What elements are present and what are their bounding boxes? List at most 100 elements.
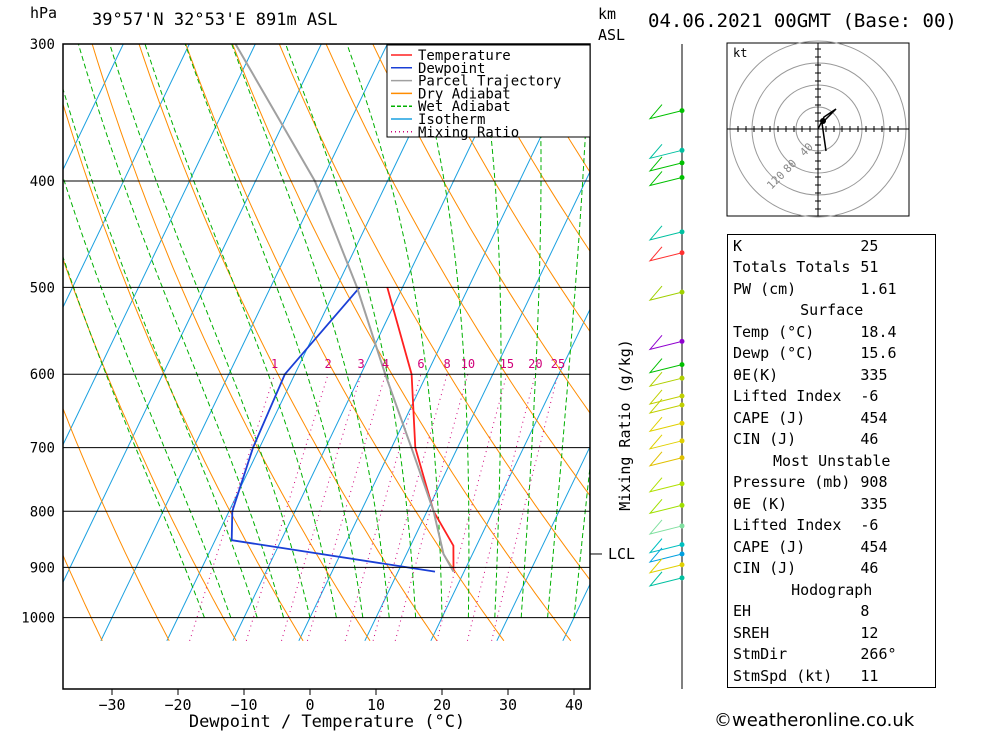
dry-adiabat xyxy=(0,44,35,641)
isotherm-line xyxy=(298,44,586,642)
dry-adiabat xyxy=(232,44,572,642)
index-value: 1.61 xyxy=(860,279,897,298)
index-value: 266° xyxy=(860,645,897,664)
index-value: 335 xyxy=(860,365,888,384)
wet-adiabat xyxy=(547,44,590,618)
legend-label: Dewpoint xyxy=(418,61,485,77)
wind-barb xyxy=(648,477,683,493)
index-row: PW (cm) 1.61 xyxy=(728,278,936,300)
wet-adiabat xyxy=(285,44,417,618)
isotherm-line xyxy=(63,44,322,584)
index-value: 454 xyxy=(860,537,888,556)
dry-adiabat xyxy=(63,257,237,642)
wind-barb xyxy=(648,156,683,172)
isotherm-line xyxy=(63,44,190,309)
dry-adiabat xyxy=(63,554,103,642)
temperature-tick-label: −20 xyxy=(164,696,191,714)
index-row: Dewp (°C) 15.6 xyxy=(728,343,936,365)
dry-adiabat xyxy=(278,44,590,581)
index-row: CAPE (J) 454 xyxy=(728,407,936,429)
index-value: -6 xyxy=(860,516,879,535)
isotherm-line xyxy=(232,44,520,642)
wet-adiabat xyxy=(573,462,590,618)
wind-barb xyxy=(648,358,683,374)
index-label: CAPE (J) xyxy=(733,408,806,427)
mixing-ratio-line xyxy=(245,374,329,641)
mixing-ratio-label: 15 xyxy=(500,357,514,371)
wind-barb xyxy=(648,371,683,388)
index-label: θE(K) xyxy=(733,365,779,384)
index-row: StmDir 266° xyxy=(728,644,936,666)
asl-label: ASL xyxy=(598,26,626,44)
index-row: Temp (°C) 18.4 xyxy=(728,321,936,343)
index-row: StmSpd (kt) 11 xyxy=(728,665,936,687)
index-value: 11 xyxy=(860,666,879,685)
index-row: SREH 12 xyxy=(728,622,936,644)
section-title: Most Unstable xyxy=(773,451,891,470)
legend-label: Parcel Trajectory xyxy=(418,74,561,90)
legend-box xyxy=(386,44,591,138)
hpa-label: hPa xyxy=(30,4,58,22)
isotherm-line xyxy=(63,44,124,171)
wet-adiabat xyxy=(109,44,311,618)
isotherm-line xyxy=(430,308,590,642)
index-row: K 25 xyxy=(728,235,936,257)
index-value: -6 xyxy=(860,387,879,406)
mixing-ratio-label: 2 xyxy=(324,357,331,371)
temperature-tick-label: −30 xyxy=(98,696,125,714)
wind-barb xyxy=(648,225,683,241)
index-row: Lifted Index -6 xyxy=(728,386,936,408)
index-label: StmSpd (kt) xyxy=(733,666,833,685)
index-label: CAPE (J) xyxy=(733,537,806,556)
index-row: Pressure (mb) 908 xyxy=(728,472,936,494)
dry-adiabat xyxy=(465,44,590,253)
temperature-tick-label: 10 xyxy=(367,696,385,714)
mixing-ratio-label: 10 xyxy=(461,357,475,371)
wet-adiabat xyxy=(231,44,390,618)
wet-adiabat xyxy=(184,44,364,618)
mixing-ratio-label: 3 xyxy=(358,357,365,371)
index-value: 335 xyxy=(860,494,888,513)
mixing-ratio-label: 20 xyxy=(528,357,542,371)
index-label: EH xyxy=(733,602,752,621)
isotherm-line xyxy=(496,445,590,642)
index-label: SREH xyxy=(733,623,770,642)
pressure-tick-label: 500 xyxy=(30,280,55,296)
index-row: CIN (J) 46 xyxy=(728,429,936,451)
plot-area xyxy=(0,44,590,642)
index-label: CIN (J) xyxy=(733,559,797,578)
wet-adiabat xyxy=(346,44,443,618)
wet-adiabat xyxy=(63,87,258,618)
pressure-tick-label: 800 xyxy=(30,504,55,520)
wind-barb xyxy=(648,571,683,587)
index-label: StmDir xyxy=(733,645,788,664)
section-row: Surface xyxy=(728,300,936,322)
wind-barb xyxy=(648,451,683,467)
wet-adiabat xyxy=(520,44,542,618)
index-row: EH 8 xyxy=(728,601,936,623)
index-value: 46 xyxy=(860,430,879,449)
legend-label: Mixing Ratio xyxy=(418,125,519,141)
mixing-ratio-label: 6 xyxy=(417,357,424,371)
mixing-ratio-label: 4 xyxy=(382,357,389,371)
index-row: θE(K) 335 xyxy=(728,364,936,386)
wind-barb xyxy=(648,519,683,535)
wind-barb xyxy=(648,547,683,563)
index-value: 8 xyxy=(860,602,870,621)
index-row: Lifted Index -6 xyxy=(728,515,936,537)
index-row: CAPE (J) 454 xyxy=(728,536,936,558)
temperature-line xyxy=(386,287,455,572)
index-row: Totals Totals 51 xyxy=(728,257,936,279)
mixing-ratio-axis-title: Mixing Ratio (g/kg) xyxy=(616,339,634,511)
pressure-tick-label: 400 xyxy=(30,174,55,190)
index-value: 18.4 xyxy=(860,322,897,341)
x-axis-title: Dewpoint / Temperature (°C) xyxy=(189,712,465,732)
pressure-tick-label: 700 xyxy=(30,441,55,457)
index-label: Totals Totals xyxy=(733,258,851,277)
dewpoint-line xyxy=(230,286,436,573)
wet-adiabat xyxy=(77,44,285,618)
section-title: Surface xyxy=(800,301,864,320)
plot-frame xyxy=(62,43,591,690)
dry-adiabat xyxy=(63,407,170,642)
